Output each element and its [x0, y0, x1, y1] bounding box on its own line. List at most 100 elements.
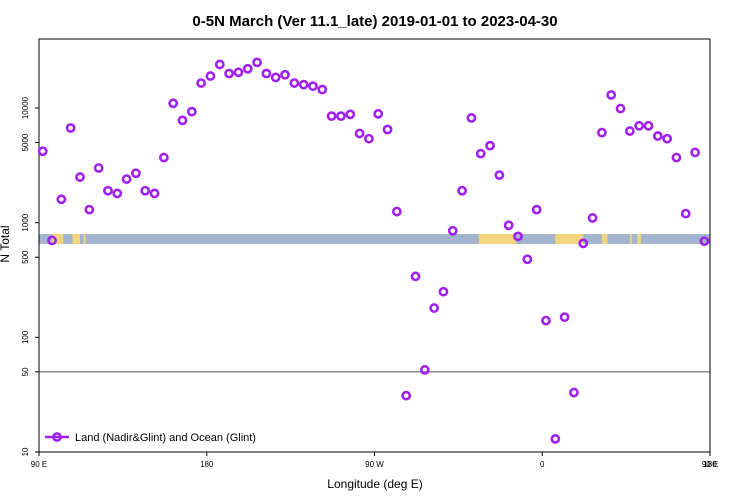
data-point	[364, 133, 374, 144]
data-point	[158, 152, 169, 163]
data-point	[457, 185, 468, 196]
data-point	[270, 72, 281, 83]
data-point	[485, 140, 495, 151]
data-point	[84, 204, 95, 215]
data-point	[168, 98, 179, 109]
data-point	[503, 220, 514, 231]
y-axis-label: N Total	[0, 225, 12, 262]
land-segment	[637, 234, 642, 244]
data-point	[317, 84, 328, 95]
data-point	[569, 387, 579, 398]
data-point	[326, 111, 337, 122]
data-point	[196, 78, 207, 88]
land-segment	[52, 234, 64, 244]
x-tick-label: 180	[703, 460, 717, 469]
data-point	[671, 152, 682, 163]
data-point	[382, 124, 393, 135]
x-tick-label: 90 W	[365, 460, 384, 469]
data-point	[410, 271, 421, 282]
land-ocean-strip	[39, 234, 710, 244]
data-point	[37, 146, 48, 157]
data-point	[373, 108, 384, 119]
data-point	[541, 315, 551, 326]
y-tick-label: 50	[21, 367, 30, 376]
land-segment	[83, 234, 86, 244]
data-point	[559, 312, 570, 323]
legend: Land (Nadir&Glint) and Ocean (Glint)	[45, 432, 256, 444]
data-point	[531, 204, 542, 215]
y-tick-label: 500	[21, 250, 30, 264]
land-segment	[478, 234, 517, 244]
data-point	[354, 128, 365, 139]
legend-series-label: Land (Nadir&Glint) and Ocean (Glint)	[75, 432, 256, 444]
data-point	[186, 106, 197, 117]
data-point	[112, 188, 123, 199]
data-point	[308, 81, 318, 92]
x-tick-label: 90 E	[702, 460, 718, 469]
y-tick-label: 5000	[21, 133, 30, 151]
data-point	[289, 78, 300, 88]
data-point	[662, 133, 673, 144]
data-point	[596, 127, 607, 138]
y-tick-label: 100	[21, 330, 30, 344]
data-point	[587, 213, 598, 223]
data-point	[47, 235, 57, 246]
data-point	[131, 168, 141, 179]
x-tick-label: 180	[200, 460, 214, 469]
data-point	[149, 188, 160, 199]
data-point	[93, 163, 104, 173]
data-point	[652, 131, 663, 141]
data-point	[177, 115, 188, 126]
land-segment	[629, 234, 632, 244]
land-segment	[601, 234, 608, 244]
data-point	[466, 113, 477, 123]
data-point	[699, 236, 710, 247]
data-point	[419, 365, 430, 375]
data-point	[242, 63, 253, 74]
data-point	[550, 434, 561, 444]
data-point	[121, 174, 132, 184]
data-point	[140, 185, 151, 196]
data-point	[103, 185, 113, 196]
data-point	[336, 111, 346, 122]
data-point	[447, 225, 458, 236]
data-point	[401, 390, 412, 401]
data-point	[75, 172, 85, 182]
y-axis: 10 50 100 500 1000 5000 10000	[21, 96, 39, 456]
data-point	[345, 109, 356, 120]
y-tick-label: 1000	[21, 213, 30, 231]
data-point	[690, 147, 700, 158]
plot-frame	[38, 38, 711, 453]
legend-point-marker	[52, 432, 62, 442]
data-points	[37, 57, 710, 444]
x-tick-label: 0	[540, 460, 545, 469]
x-axis-label: Longitude (deg E)	[327, 477, 422, 491]
ocean-band	[39, 234, 710, 244]
data-point	[522, 254, 533, 265]
data-point	[391, 206, 402, 217]
data-point	[298, 79, 309, 90]
data-point	[475, 148, 486, 159]
data-point	[214, 59, 225, 70]
data-point	[680, 208, 691, 219]
land-segment	[555, 234, 584, 244]
data-point	[205, 71, 216, 81]
data-point	[261, 68, 272, 79]
data-point	[578, 238, 589, 249]
data-point	[233, 67, 244, 78]
data-point	[56, 194, 67, 205]
data-point	[438, 286, 449, 297]
data-point	[624, 126, 635, 136]
data-point	[65, 123, 76, 133]
y-tick-label: 10000	[21, 96, 30, 119]
data-point	[252, 57, 262, 68]
data-point	[634, 120, 645, 131]
data-point	[606, 90, 617, 100]
land-segment	[72, 234, 81, 244]
chart-title: 0-5N March (Ver 11.1_late) 2019-01-01 to…	[192, 13, 557, 30]
data-point	[494, 170, 505, 181]
data-point	[615, 103, 626, 114]
data-point	[429, 303, 440, 313]
